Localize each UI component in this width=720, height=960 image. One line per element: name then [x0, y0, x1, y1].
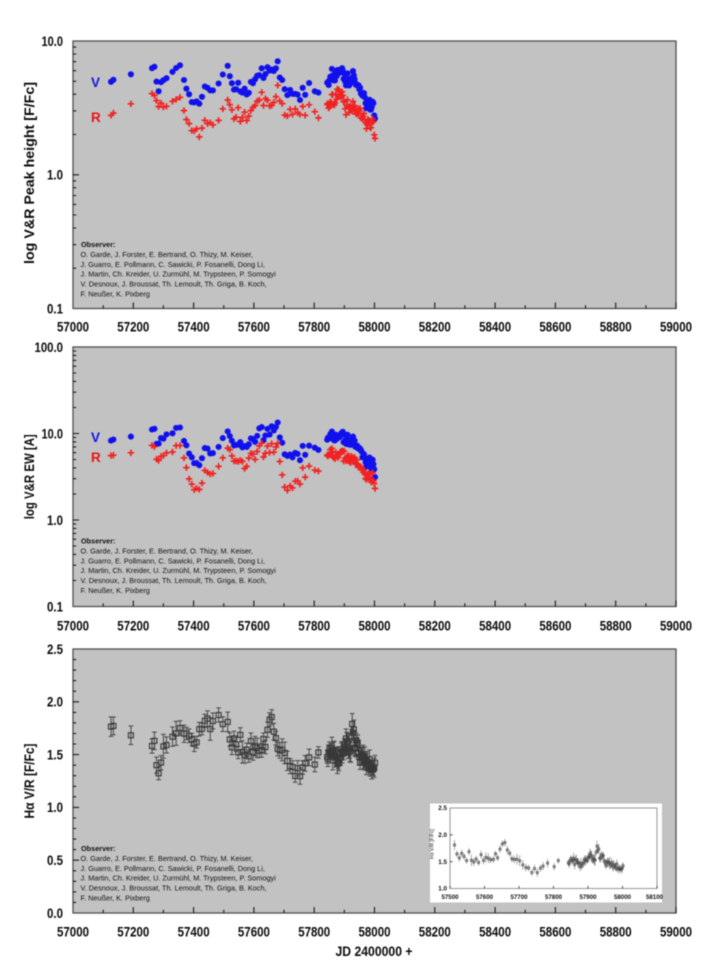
svg-text:57600: 57600 [476, 894, 493, 901]
svg-text:58400: 58400 [479, 619, 511, 634]
svg-text:57700: 57700 [511, 894, 528, 901]
svg-text:57500: 57500 [442, 894, 459, 901]
svg-text:57400: 57400 [178, 320, 210, 335]
svg-text:57900: 57900 [580, 894, 597, 901]
svg-text:2.0: 2.0 [47, 695, 63, 710]
svg-text:1.5: 1.5 [47, 747, 63, 762]
svg-text:57200: 57200 [117, 619, 149, 634]
svg-text:Observer:: Observer: [81, 240, 115, 249]
svg-text:58800: 58800 [600, 619, 632, 634]
svg-text:57000: 57000 [57, 320, 89, 335]
svg-text:57800: 57800 [298, 320, 330, 335]
svg-text:10.0: 10.0 [42, 34, 64, 49]
svg-text:R: R [91, 450, 101, 465]
svg-text:57600: 57600 [238, 320, 270, 335]
svg-text:58200: 58200 [419, 320, 451, 335]
svg-text:57200: 57200 [117, 925, 149, 940]
svg-text:58600: 58600 [539, 619, 571, 634]
svg-text:58100: 58100 [646, 894, 663, 901]
svg-text:57000: 57000 [57, 925, 89, 940]
svg-text:J. Guarro, E. Pollmann, C. Saw: J. Guarro, E. Pollmann, C. Sawicki, P. F… [81, 556, 265, 565]
svg-text:JD 2400000 +: JD 2400000 + [336, 944, 413, 959]
svg-text:57200: 57200 [117, 320, 149, 335]
svg-text:Observer:: Observer: [81, 844, 115, 853]
svg-text:58000: 58000 [614, 894, 631, 901]
svg-text:J. Guarro, E. Pollmann, C. Saw: J. Guarro, E. Pollmann, C. Sawicki, P. F… [81, 864, 265, 873]
svg-text:57600: 57600 [238, 925, 270, 940]
svg-text:57800: 57800 [545, 894, 562, 901]
svg-text:0.0: 0.0 [47, 906, 63, 921]
svg-text:58000: 58000 [359, 619, 391, 634]
svg-text:O. Garde, J. Forster, E. Bertr: O. Garde, J. Forster, E. Bertrand, O. Th… [81, 546, 253, 555]
svg-text:V: V [91, 430, 100, 445]
svg-text:58600: 58600 [539, 925, 571, 940]
svg-text:J. Martin, Ch. Kreider, U. Zur: J. Martin, Ch. Kreider, U. Zurmühl, M. T… [81, 566, 277, 575]
svg-text:57600: 57600 [238, 619, 270, 634]
svg-text:58200: 58200 [419, 619, 451, 634]
svg-text:Hα V/R [F/Fc]: Hα V/R [F/Fc] [22, 744, 37, 819]
svg-text:59000: 59000 [660, 925, 692, 940]
svg-text:2.0: 2.0 [438, 832, 447, 839]
svg-text:57400: 57400 [178, 619, 210, 634]
svg-text:V. Desnoux, J. Broussat, Th. L: V. Desnoux, J. Broussat, Th. Lemoult, Th… [81, 884, 267, 893]
svg-text:58800: 58800 [600, 320, 632, 335]
svg-text:57400: 57400 [178, 925, 210, 940]
svg-text:10.0: 10.0 [42, 426, 64, 441]
svg-text:0.1: 0.1 [47, 599, 63, 614]
svg-text:58000: 58000 [359, 925, 391, 940]
svg-text:J. Martin, Ch. Kreider, U. Zur: J. Martin, Ch. Kreider, U. Zurmühl, M. T… [81, 270, 277, 279]
svg-text:1.0: 1.0 [47, 800, 63, 815]
svg-text:58200: 58200 [419, 925, 451, 940]
svg-text:J. Guarro, E. Pollmann, C. Saw: J. Guarro, E. Pollmann, C. Sawicki, P. F… [81, 260, 265, 269]
svg-text:log V&R Peak height [F/Fc]: log V&R Peak height [F/Fc] [22, 82, 37, 264]
svg-text:1.5: 1.5 [438, 859, 447, 866]
svg-text:58600: 58600 [539, 320, 571, 335]
svg-text:J. Martin, Ch. Kreider, U. Zur: J. Martin, Ch. Kreider, U. Zurmühl, M. T… [81, 874, 277, 883]
svg-text:0.1: 0.1 [47, 301, 63, 316]
svg-text:Observer:: Observer: [81, 537, 115, 546]
svg-text:V: V [91, 75, 100, 90]
svg-text:1.0: 1.0 [47, 168, 63, 183]
svg-text:F. Neußer, K. Pixberg: F. Neußer, K. Pixberg [81, 894, 150, 903]
svg-text:Hα V/R [F/Fc]: Hα V/R [F/Fc] [430, 829, 436, 859]
svg-text:57800: 57800 [298, 925, 330, 940]
svg-text:R: R [91, 110, 101, 125]
svg-text:57000: 57000 [57, 619, 89, 634]
svg-text:59000: 59000 [660, 320, 692, 335]
svg-text:59000: 59000 [660, 619, 692, 634]
svg-text:58400: 58400 [479, 925, 511, 940]
svg-text:0.5: 0.5 [47, 853, 63, 868]
svg-text:O. Garde, J. Forster, E. Bertr: O. Garde, J. Forster, E. Bertrand, O. Th… [81, 854, 253, 863]
svg-text:F. Neußer, K. Pixberg: F. Neußer, K. Pixberg [81, 586, 150, 595]
svg-text:100.0: 100.0 [35, 340, 64, 355]
svg-text:58000: 58000 [359, 320, 391, 335]
svg-text:1.0: 1.0 [438, 886, 447, 893]
svg-text:2.5: 2.5 [47, 642, 63, 657]
svg-text:V. Desnoux, J. Broussat, Th. L: V. Desnoux, J. Broussat, Th. Lemoult, Th… [81, 576, 267, 585]
svg-text:58400: 58400 [479, 320, 511, 335]
svg-text:1.0: 1.0 [47, 513, 63, 528]
svg-text:V. Desnoux, J. Broussat, Th. L: V. Desnoux, J. Broussat, Th. Lemoult, Th… [81, 280, 267, 289]
svg-text:log V&R EW [A]: log V&R EW [A] [22, 434, 37, 519]
svg-text:O. Garde, J. Forster, E. Bertr: O. Garde, J. Forster, E. Bertrand, O. Th… [81, 250, 253, 259]
svg-text:58800: 58800 [600, 925, 632, 940]
svg-text:F. Neußer, K. Pixberg: F. Neußer, K. Pixberg [81, 290, 150, 299]
svg-text:57800: 57800 [298, 619, 330, 634]
svg-text:2.5: 2.5 [438, 805, 447, 812]
